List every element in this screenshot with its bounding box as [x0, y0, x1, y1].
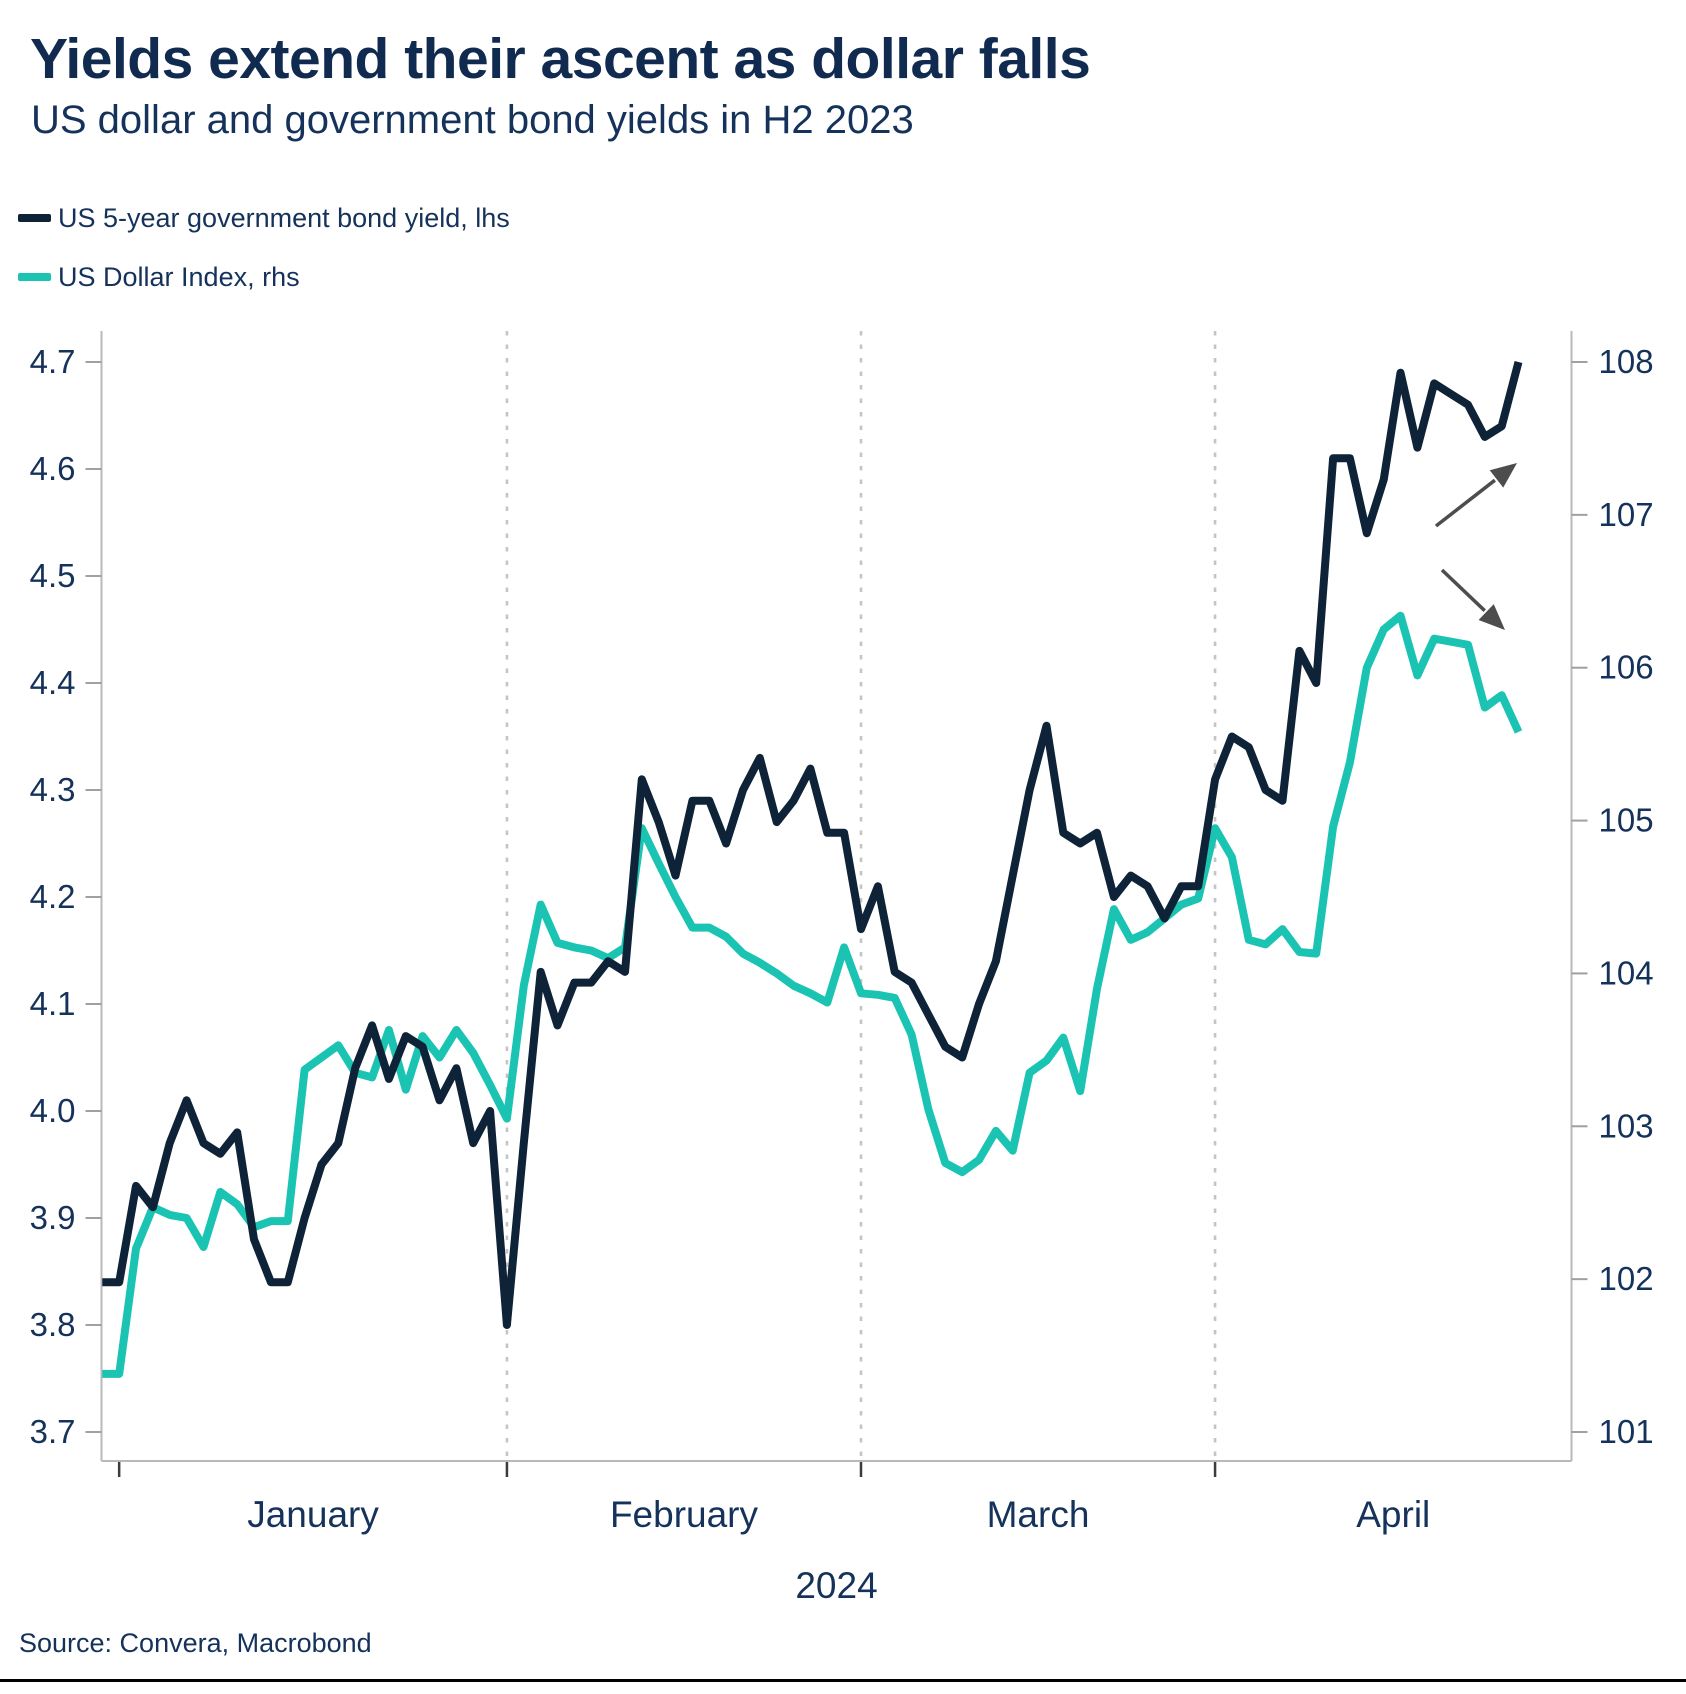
y-axis-tick-label-left: 4.7 — [30, 343, 76, 380]
y-axis-tick-label-right: 108 — [1599, 343, 1654, 380]
y-axis-tick-label-right: 105 — [1599, 802, 1654, 839]
legend: US 5-year government bond yield, lhs US … — [18, 196, 510, 314]
dollar-index-line-swatch-icon — [18, 273, 51, 281]
trend-arrow-shaft — [1434, 478, 1496, 528]
trend-arrow-shaft — [1440, 568, 1486, 612]
x-axis-month-label: January — [247, 1494, 379, 1535]
x-axis-month-label: February — [610, 1494, 759, 1535]
y-axis-tick-label-right: 102 — [1599, 1260, 1654, 1297]
y-axis-tick-label-left: 4.0 — [30, 1092, 76, 1129]
series-line-dollar-index — [102, 611, 1523, 1378]
y-axis-tick-label-left: 4.6 — [30, 450, 76, 487]
page-subtitle: US dollar and government bond yields in … — [31, 98, 914, 142]
x-axis-month-label: March — [987, 1494, 1090, 1535]
legend-label-dollar-index: US Dollar Index, rhs — [58, 261, 300, 292]
trend-arrow-down-icon — [1478, 604, 1505, 630]
y-axis-tick-label-left: 3.8 — [30, 1306, 76, 1343]
y-axis-tick-label-right: 107 — [1599, 496, 1654, 533]
x-axis-month-label: April — [1356, 1494, 1430, 1535]
y-axis-tick-label-left: 3.7 — [30, 1413, 76, 1450]
bond-yield-line-swatch-icon — [18, 214, 51, 222]
page-title: Yields extend their ascent as dollar fal… — [30, 27, 1091, 91]
y-axis-tick-label-left: 4.1 — [30, 985, 76, 1022]
legend-label-bond-yield: US 5-year government bond yield, lhs — [58, 202, 510, 233]
source-attribution: Source: Convera, Macrobond — [19, 1628, 372, 1658]
y-axis-tick-label-left: 4.2 — [30, 878, 76, 915]
y-axis-tick-label-right: 101 — [1599, 1413, 1654, 1450]
y-axis-tick-label-left: 4.5 — [30, 557, 76, 594]
y-axis-tick-label-left: 4.3 — [30, 771, 76, 808]
bottom-divider-bar — [0, 1679, 1686, 1682]
series-line-bond-yield — [102, 360, 1523, 1329]
legend-item-dollar-index: US Dollar Index, rhs — [18, 255, 510, 299]
y-axis-tick-label-right: 106 — [1599, 649, 1654, 686]
x-axis-year-label: 2024 — [795, 1565, 877, 1606]
y-axis-tick-label-left: 4.4 — [30, 664, 76, 701]
y-axis-tick-label-right: 104 — [1599, 954, 1654, 991]
y-axis-tick-label-right: 103 — [1599, 1107, 1654, 1144]
legend-item-bond-yield: US 5-year government bond yield, lhs — [18, 196, 510, 240]
trend-arrow-up-icon — [1489, 463, 1517, 488]
y-axis-tick-label-left: 3.9 — [30, 1199, 76, 1236]
